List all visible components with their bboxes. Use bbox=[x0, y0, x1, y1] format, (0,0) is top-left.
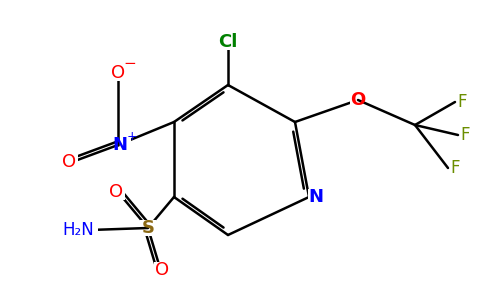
FancyBboxPatch shape bbox=[109, 137, 131, 153]
Text: −: − bbox=[123, 56, 136, 70]
FancyBboxPatch shape bbox=[140, 220, 156, 236]
Text: F: F bbox=[457, 93, 467, 111]
Text: +: + bbox=[127, 130, 137, 142]
FancyBboxPatch shape bbox=[349, 92, 366, 108]
Text: F: F bbox=[450, 159, 460, 177]
Text: H₂N: H₂N bbox=[62, 221, 94, 239]
Text: O: O bbox=[109, 183, 123, 201]
Text: F: F bbox=[460, 126, 470, 144]
FancyBboxPatch shape bbox=[62, 222, 97, 238]
FancyBboxPatch shape bbox=[217, 34, 239, 50]
Text: O: O bbox=[155, 261, 169, 279]
Text: O: O bbox=[111, 64, 125, 82]
Text: N: N bbox=[308, 188, 323, 206]
FancyBboxPatch shape bbox=[60, 154, 77, 170]
Text: O: O bbox=[62, 153, 76, 171]
FancyBboxPatch shape bbox=[308, 189, 324, 205]
Text: Cl: Cl bbox=[218, 33, 238, 51]
Text: S: S bbox=[141, 219, 154, 237]
FancyBboxPatch shape bbox=[153, 262, 170, 278]
Text: O: O bbox=[350, 91, 365, 109]
FancyBboxPatch shape bbox=[107, 184, 124, 200]
Text: N: N bbox=[112, 136, 127, 154]
FancyBboxPatch shape bbox=[109, 65, 126, 81]
